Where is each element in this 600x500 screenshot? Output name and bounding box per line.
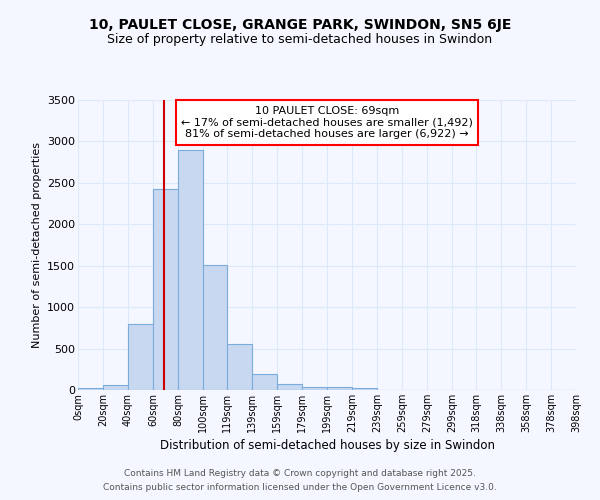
Text: Contains public sector information licensed under the Open Government Licence v3: Contains public sector information licen… [103,484,497,492]
Text: 10, PAULET CLOSE, GRANGE PARK, SWINDON, SN5 6JE: 10, PAULET CLOSE, GRANGE PARK, SWINDON, … [89,18,511,32]
Bar [227,344,252,390]
Bar [203,265,227,390]
Bar [103,386,128,390]
Y-axis label: Number of semi-detached properties: Number of semi-detached properties [32,142,41,348]
Bar [252,374,277,390]
X-axis label: Distribution of semi-detached houses by size in Swindon: Distribution of semi-detached houses by … [160,439,494,452]
Text: 10 PAULET CLOSE: 69sqm
← 17% of semi-detached houses are smaller (1,492)
81% of : 10 PAULET CLOSE: 69sqm ← 17% of semi-det… [181,106,473,139]
Bar [128,324,153,390]
Bar [352,388,377,390]
Bar [302,386,327,390]
Bar [78,388,103,390]
Bar [153,190,178,390]
Text: Contains HM Land Registry data © Crown copyright and database right 2025.: Contains HM Land Registry data © Crown c… [124,468,476,477]
Bar [277,384,302,390]
Bar [178,150,203,390]
Text: Size of property relative to semi-detached houses in Swindon: Size of property relative to semi-detach… [107,32,493,46]
Bar [327,386,352,390]
